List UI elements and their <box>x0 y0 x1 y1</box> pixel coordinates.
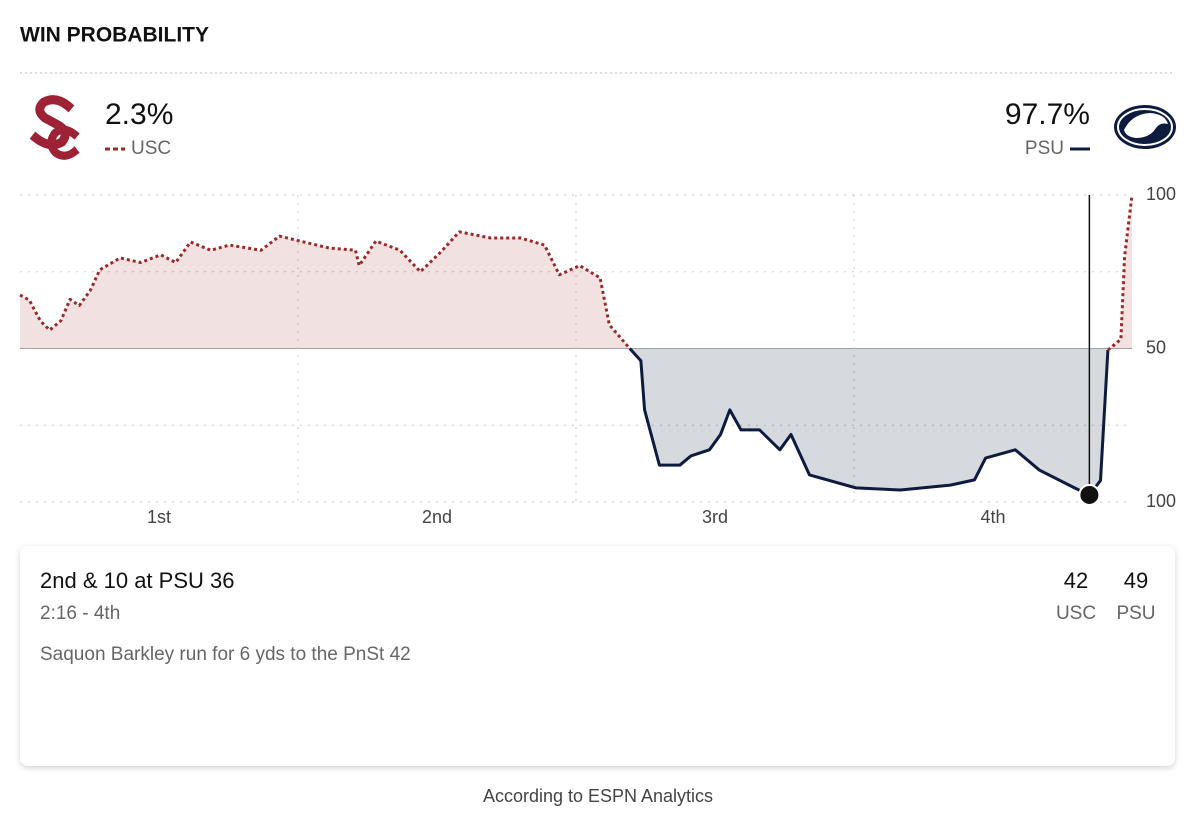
widget-title: WIN PROBABILITY <box>20 24 209 47</box>
play-situation: 2nd & 10 at PSU 36 <box>40 568 234 593</box>
x-tick-label: 3rd <box>702 507 728 527</box>
play-description: Saquon Barkley run for 6 yds to the PnSt… <box>40 644 411 665</box>
psu-legend-label: PSU <box>1025 138 1064 159</box>
usc-score-label: USC <box>1056 603 1096 624</box>
usc-score: 42 <box>1064 568 1088 593</box>
usc-legend-label: USC <box>131 138 171 159</box>
probability-line <box>19 230 631 350</box>
current-play-marker <box>1078 483 1101 506</box>
y-tick-label: 50 <box>1146 337 1166 357</box>
psu-logo <box>1114 105 1176 149</box>
psu-score: 49 <box>1124 568 1148 593</box>
psu-probability: 97.7% <box>1005 98 1090 131</box>
footer-note: According to ESPN Analytics <box>483 786 713 806</box>
x-tick-label: 1st <box>147 507 171 527</box>
y-tick-label: 100 <box>1146 491 1176 511</box>
probability-area <box>20 231 630 349</box>
probability-line <box>628 347 1110 497</box>
x-tick-label: 2nd <box>422 507 452 527</box>
play-card <box>20 546 1175 766</box>
usc-logo <box>29 95 80 160</box>
usc-probability: 2.3% <box>105 98 173 131</box>
psu-score-label: PSU <box>1116 603 1155 624</box>
play-clock: 2:16 - 4th <box>40 603 120 624</box>
probability-area <box>1107 195 1132 351</box>
probability-area <box>629 348 1108 495</box>
probability-line <box>1106 194 1134 352</box>
x-tick-label: 4th <box>980 507 1005 527</box>
y-tick-label: 100 <box>1146 184 1176 204</box>
chart: 100 50 100 1st 2nd 3rd 4th <box>19 184 1176 527</box>
